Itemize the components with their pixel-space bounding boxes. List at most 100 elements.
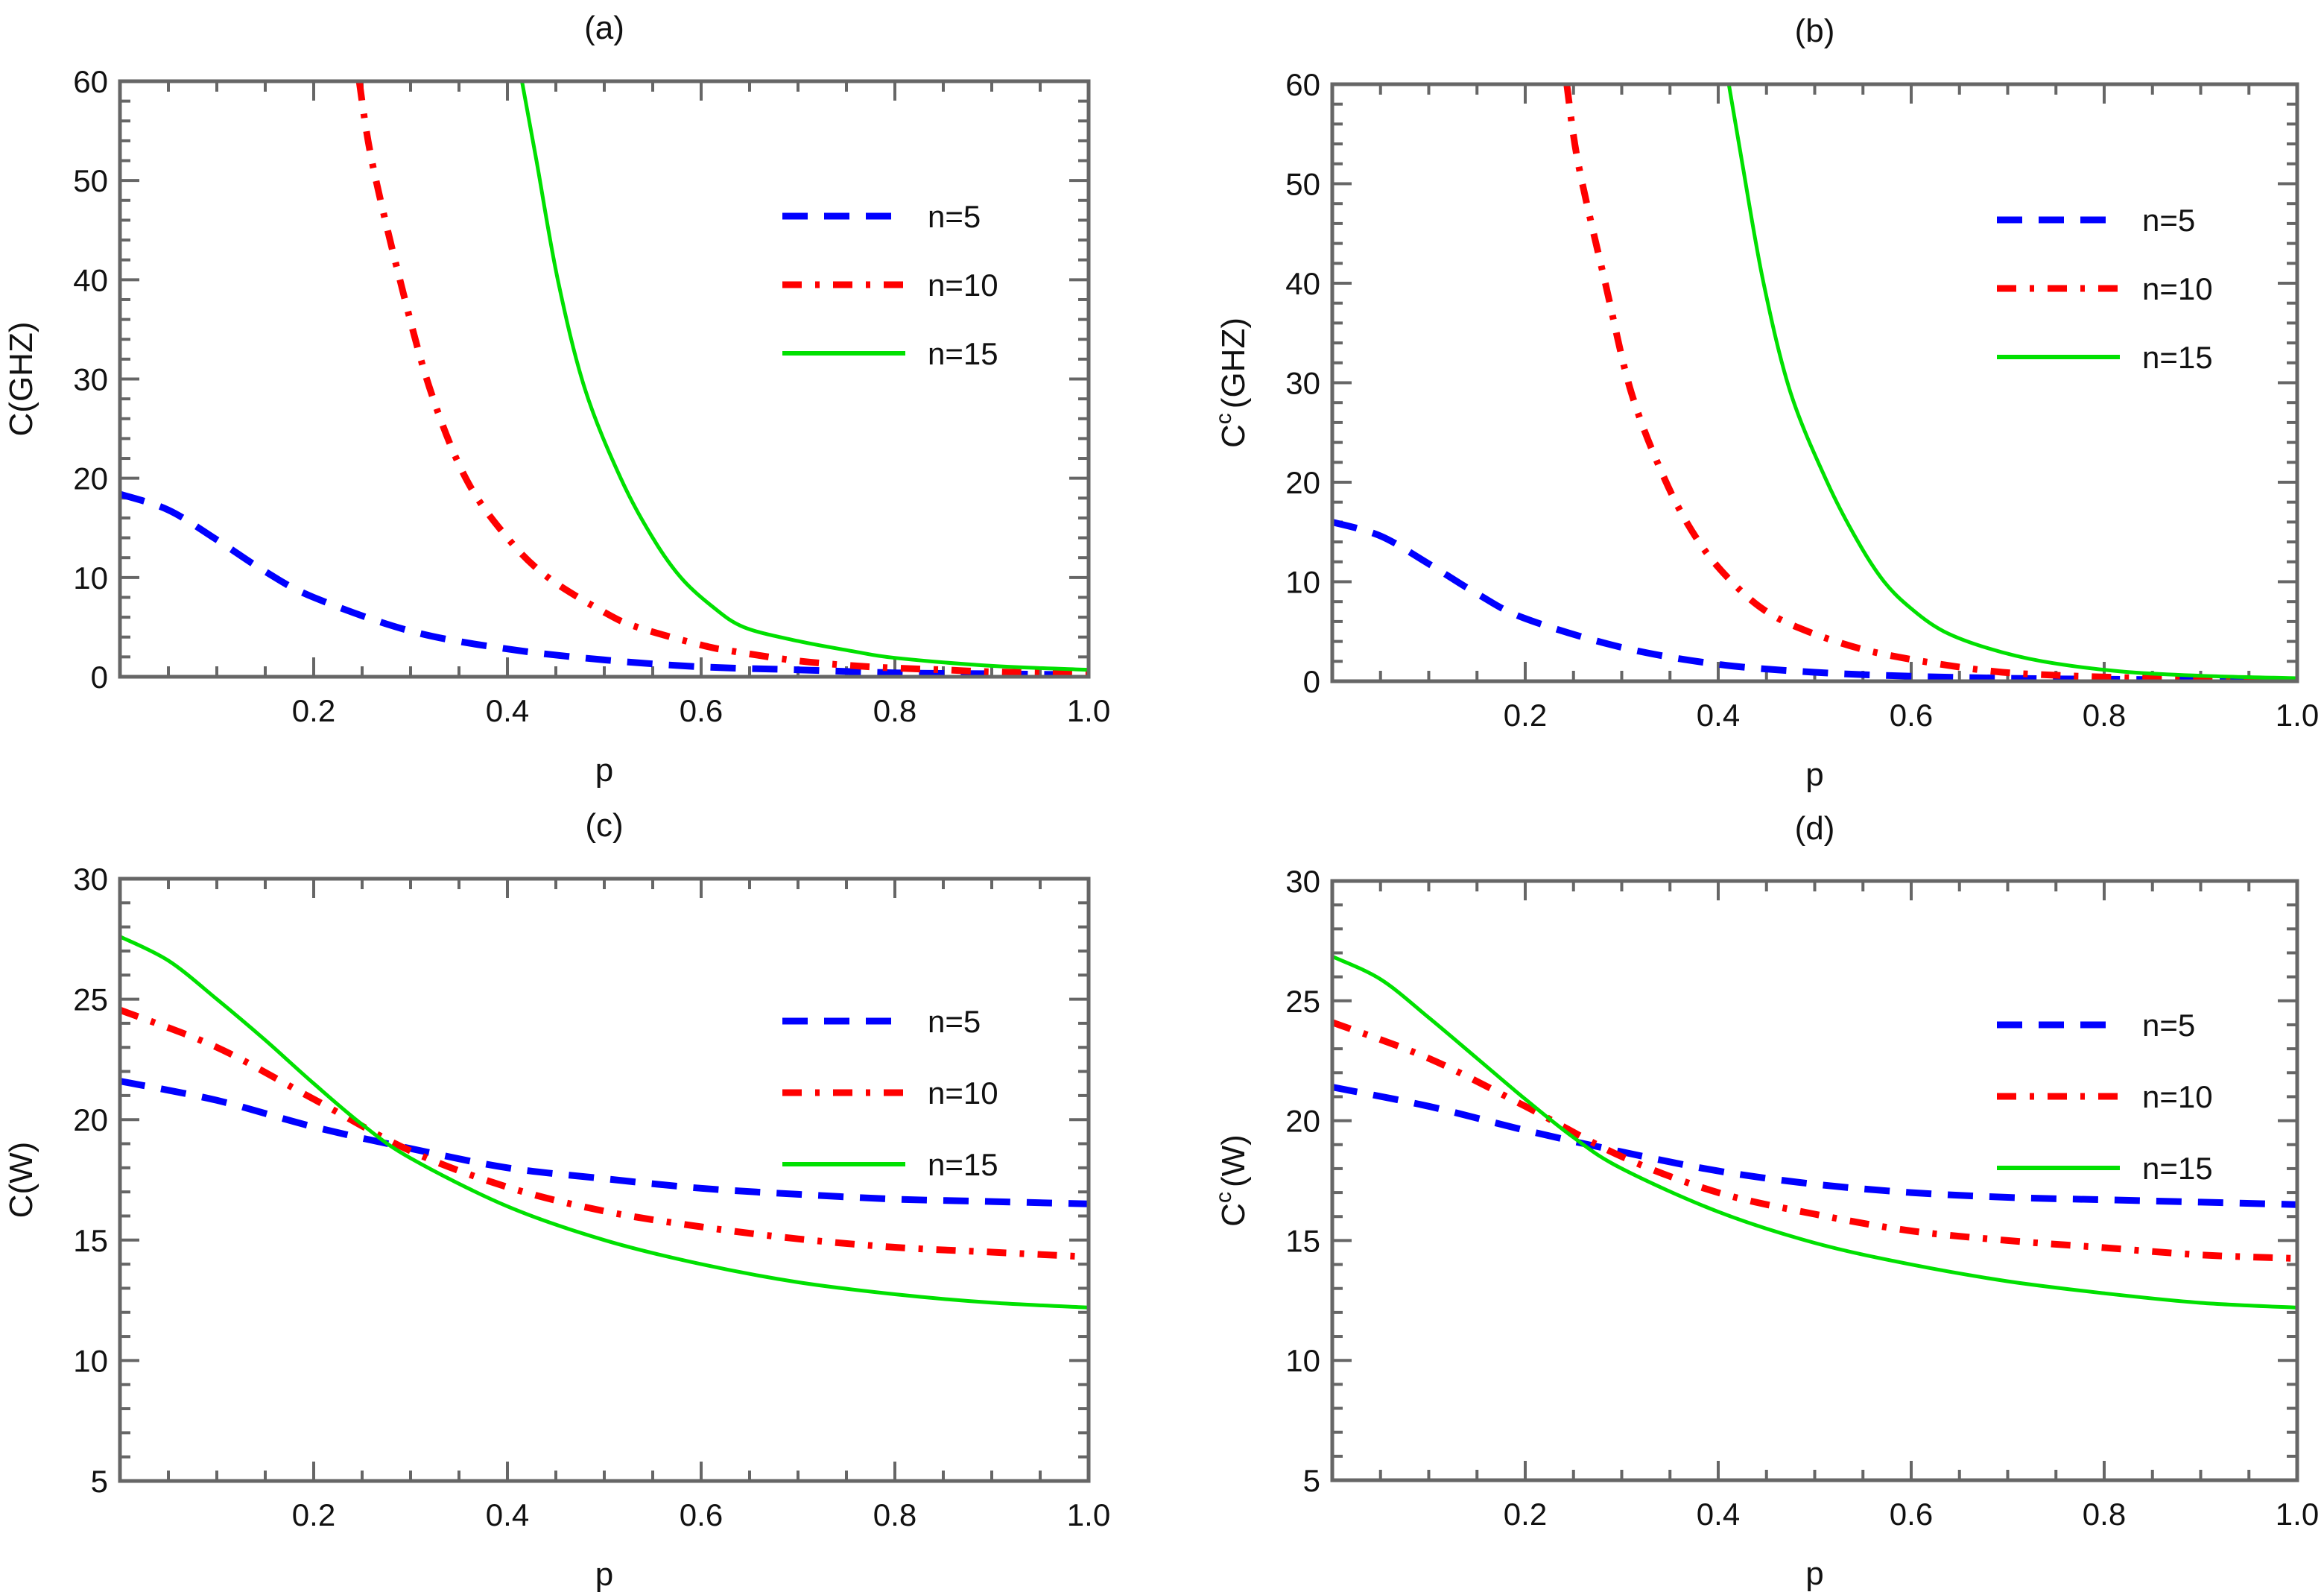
series-group (1332, 955, 2297, 1310)
series-group (120, 81, 1089, 677)
series-line-n-5 (120, 490, 1089, 677)
y-axis-label: C(GHZ) (3, 322, 39, 437)
y-axis-label-rest: (W) (1215, 1134, 1252, 1187)
y-axis-label: Cc (W) (1212, 1134, 1252, 1227)
x-tick-label: 0.2 (292, 693, 335, 728)
legend-label: n=15 (2142, 340, 2213, 375)
legend-label: n=5 (928, 1004, 981, 1039)
legend: n=5 n=10 n=15 (1997, 203, 2213, 375)
y-axis-label-superscript: c (1212, 413, 1236, 424)
panel-c: (c) 0.2 0.4 0.6 0.8 1.0 5 10 15 20 25 30 p C(W) n=5 n=1… (3, 807, 1110, 1593)
x-tick-label: 1.0 (1067, 693, 1110, 728)
x-tick-label: 0.4 (486, 1497, 529, 1532)
y-axis-label: C(W) (3, 1142, 39, 1219)
plot-frame (118, 877, 1091, 1483)
x-tick-label: 0.8 (2083, 1497, 2126, 1532)
panel-title: (c) (585, 807, 623, 844)
x-axis-label: p (1805, 1555, 1823, 1592)
series-line-n-10 (355, 81, 1089, 677)
y-tick-label: 20 (73, 461, 108, 496)
x-tick-label: 0.6 (680, 693, 723, 728)
series-line-n-5 (120, 1078, 1089, 1207)
y-tick-label: 10 (1285, 1343, 1320, 1378)
legend: n=5 n=10 n=15 (1997, 1008, 2213, 1186)
y-tick-label: 30 (1285, 366, 1320, 401)
legend-label: n=10 (928, 268, 998, 303)
y-tick-label: 25 (73, 982, 108, 1017)
y-tick-label: 40 (1285, 266, 1320, 301)
x-tick-label: 1.0 (1067, 1497, 1110, 1532)
series-line-n-15 (1332, 955, 2297, 1310)
legend-label: n=5 (2142, 1008, 2195, 1043)
y-axis-label: Cc (GHZ) (1212, 318, 1252, 448)
y-tick-label: 10 (73, 1343, 108, 1378)
y-axis-label-rest: (GHZ) (1215, 318, 1252, 408)
y-tick-label: 40 (73, 262, 108, 297)
legend-label: n=15 (928, 336, 998, 371)
series-line-n-15 (1726, 84, 2297, 680)
y-tick-label: 15 (73, 1223, 108, 1258)
series-line-n-10 (1332, 1019, 2297, 1262)
x-tick-label: 1.0 (2276, 698, 2319, 733)
y-tick-label: 60 (73, 64, 108, 99)
legend-label: n=10 (2142, 1079, 2213, 1114)
y-axis-label-rest: (GHZ) (3, 322, 39, 413)
legend-label: n=5 (928, 199, 981, 234)
y-tick-label: 20 (1285, 465, 1320, 500)
plot-frame (1330, 82, 2299, 683)
x-tick-label: 0.6 (1890, 698, 1933, 733)
series-line-n-10 (1563, 84, 2297, 681)
series-line-n-10 (120, 1006, 1089, 1260)
y-axis-label-base: C (1215, 1203, 1252, 1227)
x-tick-label: 1.0 (2276, 1497, 2319, 1532)
y-tick-label: 25 (1285, 984, 1320, 1019)
y-axis-label-superscript: c (1212, 1192, 1236, 1203)
plot-frame (118, 79, 1091, 679)
x-axis-label: p (595, 1556, 613, 1593)
y-tick-label: 15 (1285, 1223, 1320, 1258)
x-tick-label: 0.4 (486, 693, 529, 728)
y-axis-label-base: C (3, 413, 39, 437)
x-tick-label: 0.4 (1697, 1497, 1740, 1532)
x-axis-label: p (595, 752, 613, 789)
x-tick-label: 0.2 (292, 1497, 335, 1532)
panel-d: (d) 0.2 0.4 0.6 0.8 1.0 5 10 15 20 25 30 p Cc (W) n=5 n=… (1212, 810, 2319, 1592)
panel-a: (a) 0.2 0.4 0.6 0.8 1.0 0 10 20 30 40 50 60 p C(GHZ) n=… (3, 10, 1110, 789)
y-tick-label: 5 (91, 1464, 108, 1499)
series-line-n-5 (1332, 1084, 2297, 1208)
panel-title: (b) (1795, 13, 1835, 49)
series-group (120, 935, 1089, 1310)
x-axis-label: p (1805, 757, 1823, 793)
y-axis-label-base: C (3, 1195, 39, 1219)
series-line-n-15 (120, 935, 1089, 1310)
y-tick-label: 30 (73, 362, 108, 397)
y-axis-label-rest: (W) (3, 1142, 39, 1195)
y-tick-label: 20 (1285, 1104, 1320, 1139)
y-tick-label: 50 (73, 163, 108, 198)
y-tick-label: 5 (1303, 1463, 1320, 1498)
y-tick-label: 0 (91, 660, 108, 695)
x-tick-label: 0.8 (2083, 698, 2126, 733)
y-tick-label: 30 (1285, 864, 1320, 899)
legend-label: n=5 (2142, 203, 2195, 238)
y-tick-label: 30 (73, 862, 108, 897)
x-tick-label: 0.2 (1504, 1497, 1547, 1532)
panel-title: (d) (1795, 810, 1835, 847)
x-tick-label: 0.4 (1697, 698, 1740, 733)
y-tick-label: 20 (73, 1102, 108, 1137)
x-tick-label: 0.6 (680, 1497, 723, 1532)
legend: n=5 n=10 n=15 (782, 1004, 998, 1182)
y-tick-label: 50 (1285, 167, 1320, 202)
plot-frame (1330, 879, 2299, 1482)
legend: n=5 n=10 n=15 (782, 199, 998, 371)
panel-title: (a) (584, 10, 624, 46)
legend-label: n=10 (2142, 271, 2213, 306)
x-tick-label: 0.8 (873, 693, 916, 728)
legend-label: n=15 (928, 1147, 998, 1182)
panel-b: (b) 0.2 0.4 0.6 0.8 1.0 0 10 20 30 40 50 60 p Cc (GHZ) n… (1212, 13, 2319, 793)
x-tick-label: 0.2 (1504, 698, 1547, 733)
legend-label: n=10 (928, 1076, 998, 1111)
x-tick-label: 0.6 (1890, 1497, 1933, 1532)
y-tick-label: 0 (1303, 664, 1320, 699)
